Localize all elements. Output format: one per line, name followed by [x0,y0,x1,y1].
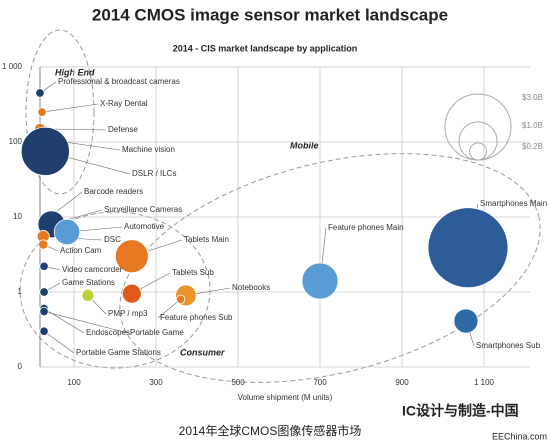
bubble-label: Smartphones Sub [476,341,541,350]
bubble-label: Professional & broadcast cameras [58,77,180,86]
x-axis-label: Volume shipment (M units) [238,393,333,402]
leader-line [43,308,85,334]
y-tick-label: 100 [9,137,23,146]
size-legend-label: $3.0B [522,93,543,102]
bubble [38,239,49,250]
x-tick-label: 500 [231,378,245,387]
bubble-label: DSC [104,235,121,244]
bubble-label: Tablets Main [184,235,229,244]
bubble-label: Feature phones Sub [160,313,233,322]
bubble-label: Tablets Sub [172,268,214,277]
bubble-label: Surveillance Cameras [104,205,182,214]
x-tick-label: 1 100 [474,378,495,387]
size-legend-label: $1.0B [522,121,543,130]
x-tick-label: 700 [313,378,327,387]
bubble [35,88,45,98]
leader-line [43,311,129,334]
chart-title: 2014 CMOS image sensor market landscape [92,5,448,24]
bubble-label: Notebooks [232,283,270,292]
caption: 2014年全球CMOS图像传感器市场 [179,423,362,438]
bubble [453,308,479,334]
bubble-label: Machine vision [122,145,175,154]
group-outline [25,29,95,195]
bubble [39,287,49,297]
bubble-label: Action Cam [60,246,102,255]
bubble [20,126,70,176]
group-label: Consumer [180,347,225,357]
size-legend-label: $0.2B [522,142,543,151]
bubble-label: Game Stations [62,278,115,287]
x-tick-label: 900 [395,378,409,387]
group-outline [119,153,541,383]
leader-line [43,330,75,354]
bubble-label: PMP / mp3 [108,309,148,318]
chart-subtitle: 2014 - CIS market landscape by applicati… [173,43,358,53]
bubble [81,289,95,302]
x-tick-label: 100 [67,378,81,387]
bubble-label: DSLR / ILCs [132,169,176,178]
bubble-label: Barcode readers [84,187,143,196]
watermark: IC设计与制造-中国 [402,403,519,419]
bubble-label: Portable Game [130,328,184,337]
bubble-label: Smartphones Main [480,199,547,208]
watermark: EEChina.com [492,431,547,441]
bubble-label: Video camcorder [62,265,123,274]
bubble [39,261,49,271]
group-label: Mobile [290,140,319,150]
bubble-label: Defense [108,125,138,134]
x-tick-label: 300 [149,378,163,387]
bubble [301,262,339,300]
bubble-label: Feature phones Main [328,223,404,232]
bubble-label: Portable Game Stations [76,348,161,357]
group-outline [19,211,211,369]
y-tick-label: 10 [13,212,22,221]
bubble [114,239,149,274]
size-legend-circle [444,93,512,161]
size-legend-circle [468,142,488,161]
bubble [39,306,49,317]
bubble [39,326,49,336]
bubble [175,294,186,304]
size-legend-circle [458,121,498,161]
y-tick-label: 1 [18,287,23,296]
leader-line [157,299,181,319]
y-tick-label: 1 000 [2,62,23,71]
bubble [427,207,509,289]
y-tick-label: 0 [18,362,23,371]
bubble [53,218,81,246]
group-label: High End [55,67,95,77]
bubble [121,283,142,304]
bubble [37,107,47,117]
bubble-label: X-Ray Dental [100,99,148,108]
leader-line [41,103,99,113]
bubble-label: Endoscopes [86,328,130,337]
bubble-label: Automotive [124,222,165,231]
